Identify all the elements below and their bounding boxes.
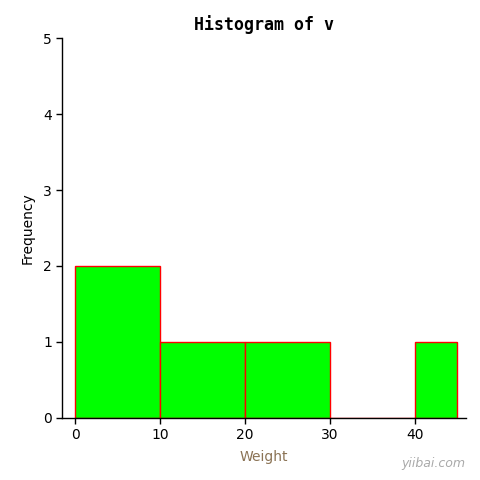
Bar — [245, 342, 330, 418]
Text: yiibai.com: yiibai.com — [402, 457, 466, 470]
Bar — [75, 266, 160, 418]
Y-axis label: Frequency: Frequency — [21, 192, 35, 264]
X-axis label: Weight: Weight — [240, 450, 288, 464]
Bar — [160, 342, 245, 418]
Bar — [415, 342, 457, 418]
Title: Histogram of v: Histogram of v — [194, 15, 334, 34]
